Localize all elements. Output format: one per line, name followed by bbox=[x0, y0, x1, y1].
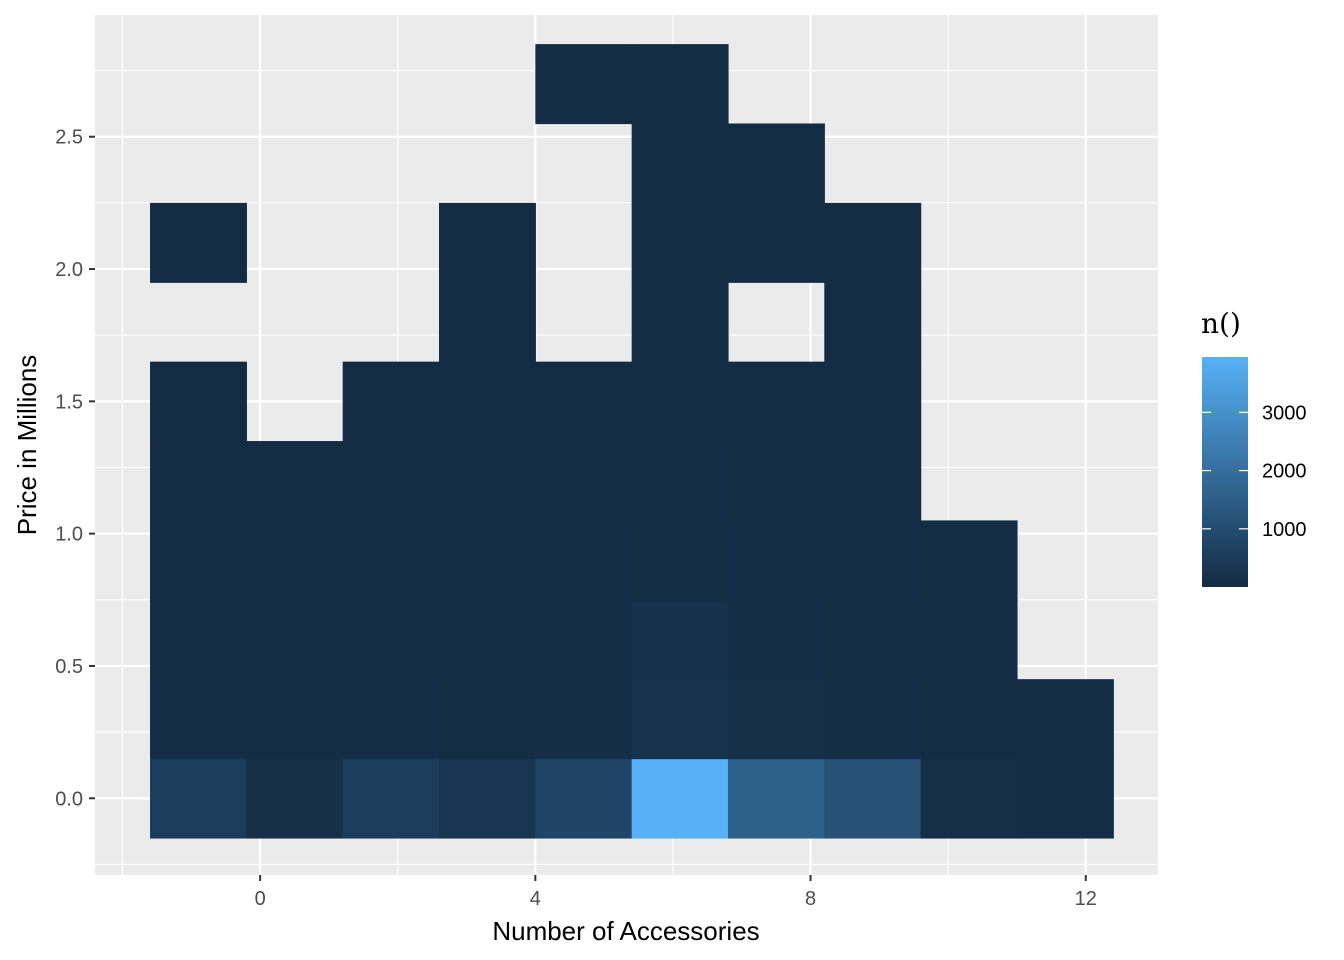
heatmap-cell bbox=[535, 599, 633, 680]
heatmap-cells bbox=[150, 44, 1114, 839]
heatmap-cell bbox=[631, 758, 729, 839]
heatmap-cell bbox=[727, 361, 825, 442]
heatmap-cell bbox=[824, 520, 922, 601]
heatmap-cell bbox=[631, 520, 729, 601]
heatmap-cell bbox=[631, 361, 729, 442]
legend-label: 2000 bbox=[1262, 461, 1307, 483]
heatmap-cell bbox=[439, 758, 536, 839]
heatmap-cell bbox=[535, 361, 633, 442]
heatmap-cell bbox=[439, 202, 536, 283]
heatmap-cell bbox=[535, 679, 633, 760]
heatmap-cell bbox=[727, 202, 825, 283]
x-tick-label: 8 bbox=[805, 888, 816, 910]
heatmap-cell bbox=[920, 679, 1018, 760]
heatmap-cell bbox=[631, 123, 729, 204]
heatmap-cell bbox=[631, 282, 729, 363]
heatmap-cell bbox=[246, 520, 344, 601]
heatmap-cell bbox=[150, 520, 247, 601]
x-tick-label: 12 bbox=[1075, 888, 1097, 910]
legend-title: n() bbox=[1201, 307, 1241, 340]
legend-colorbar bbox=[1202, 357, 1248, 587]
heatmap-cell bbox=[342, 520, 440, 601]
heatmap-cell bbox=[535, 44, 633, 125]
heatmap-cell bbox=[150, 679, 247, 760]
x-axis-title: Number of Accessories bbox=[492, 916, 759, 946]
heatmap-cell bbox=[535, 441, 633, 522]
heatmap-cell bbox=[150, 758, 247, 839]
heatmap-cell bbox=[824, 202, 922, 283]
y-tick-label: 1.0 bbox=[55, 524, 83, 546]
heatmap-cell bbox=[439, 679, 536, 760]
heatmap-cell bbox=[150, 202, 247, 283]
y-tick-label: 0.0 bbox=[55, 788, 83, 810]
heatmap-cell bbox=[342, 441, 440, 522]
heatmap-cell bbox=[727, 599, 825, 680]
heatmap-cell bbox=[439, 361, 536, 442]
heatmap-cell bbox=[150, 361, 247, 442]
heatmap-cell bbox=[727, 441, 825, 522]
heatmap-cell bbox=[824, 599, 922, 680]
heatmap-cell bbox=[631, 44, 729, 125]
heatmap-cell bbox=[246, 679, 344, 760]
x-axis: 0 4 8 12 bbox=[255, 875, 1097, 910]
y-tick-label: 0.5 bbox=[55, 656, 83, 678]
x-tick-label: 0 bbox=[255, 888, 266, 910]
heatmap-cell bbox=[824, 361, 922, 442]
heatmap-cell bbox=[439, 520, 536, 601]
heatmap-cell bbox=[150, 441, 247, 522]
heatmap-cell bbox=[439, 599, 536, 680]
heatmap-cell bbox=[727, 123, 825, 204]
legend-label: 1000 bbox=[1262, 519, 1307, 541]
heatmap-cell bbox=[1016, 679, 1114, 760]
heatmap-cell bbox=[535, 758, 633, 839]
heatmap-cell bbox=[920, 599, 1018, 680]
y-axis: 0.0 0.5 1.0 1.5 2.0 2.5 bbox=[55, 127, 95, 810]
heatmap-cell bbox=[727, 679, 825, 760]
heatmap-cell bbox=[824, 758, 922, 839]
heatmap-cell bbox=[920, 758, 1018, 839]
heatmap-cell bbox=[727, 758, 825, 839]
heatmap-cell bbox=[150, 599, 247, 680]
heatmap-cell bbox=[439, 282, 536, 363]
heatmap-cell bbox=[535, 520, 633, 601]
heatmap-cell bbox=[631, 441, 729, 522]
heatmap-cell bbox=[246, 599, 344, 680]
heatmap-cell bbox=[1016, 758, 1114, 839]
heatmap-cell bbox=[342, 679, 440, 760]
heatmap-cell bbox=[246, 758, 344, 839]
heatmap-cell bbox=[727, 520, 825, 601]
y-tick-label: 1.5 bbox=[55, 391, 83, 413]
y-axis-title: Price in Millions bbox=[12, 355, 42, 536]
y-tick-label: 2.0 bbox=[55, 259, 83, 281]
heatmap-cell bbox=[631, 599, 729, 680]
heatmap-cell bbox=[920, 520, 1018, 601]
heatmap-cell bbox=[824, 441, 922, 522]
heatmap-cell bbox=[824, 282, 922, 363]
legend-label: 3000 bbox=[1262, 402, 1307, 424]
heatmap-cell bbox=[631, 679, 729, 760]
heatmap-cell bbox=[824, 679, 922, 760]
heatmap-cell bbox=[342, 758, 440, 839]
heatmap-cell bbox=[342, 361, 440, 442]
x-tick-label: 4 bbox=[530, 888, 541, 910]
legend-ticks: 1000 2000 3000 bbox=[1202, 402, 1307, 541]
heatmap-cell bbox=[246, 441, 344, 522]
heatmap-cell bbox=[342, 599, 440, 680]
legend: n() 1000 2000 3000 bbox=[1201, 307, 1307, 587]
y-tick-label: 2.5 bbox=[55, 127, 83, 149]
heatmap-cell bbox=[439, 441, 536, 522]
heatmap-cell bbox=[631, 202, 729, 283]
